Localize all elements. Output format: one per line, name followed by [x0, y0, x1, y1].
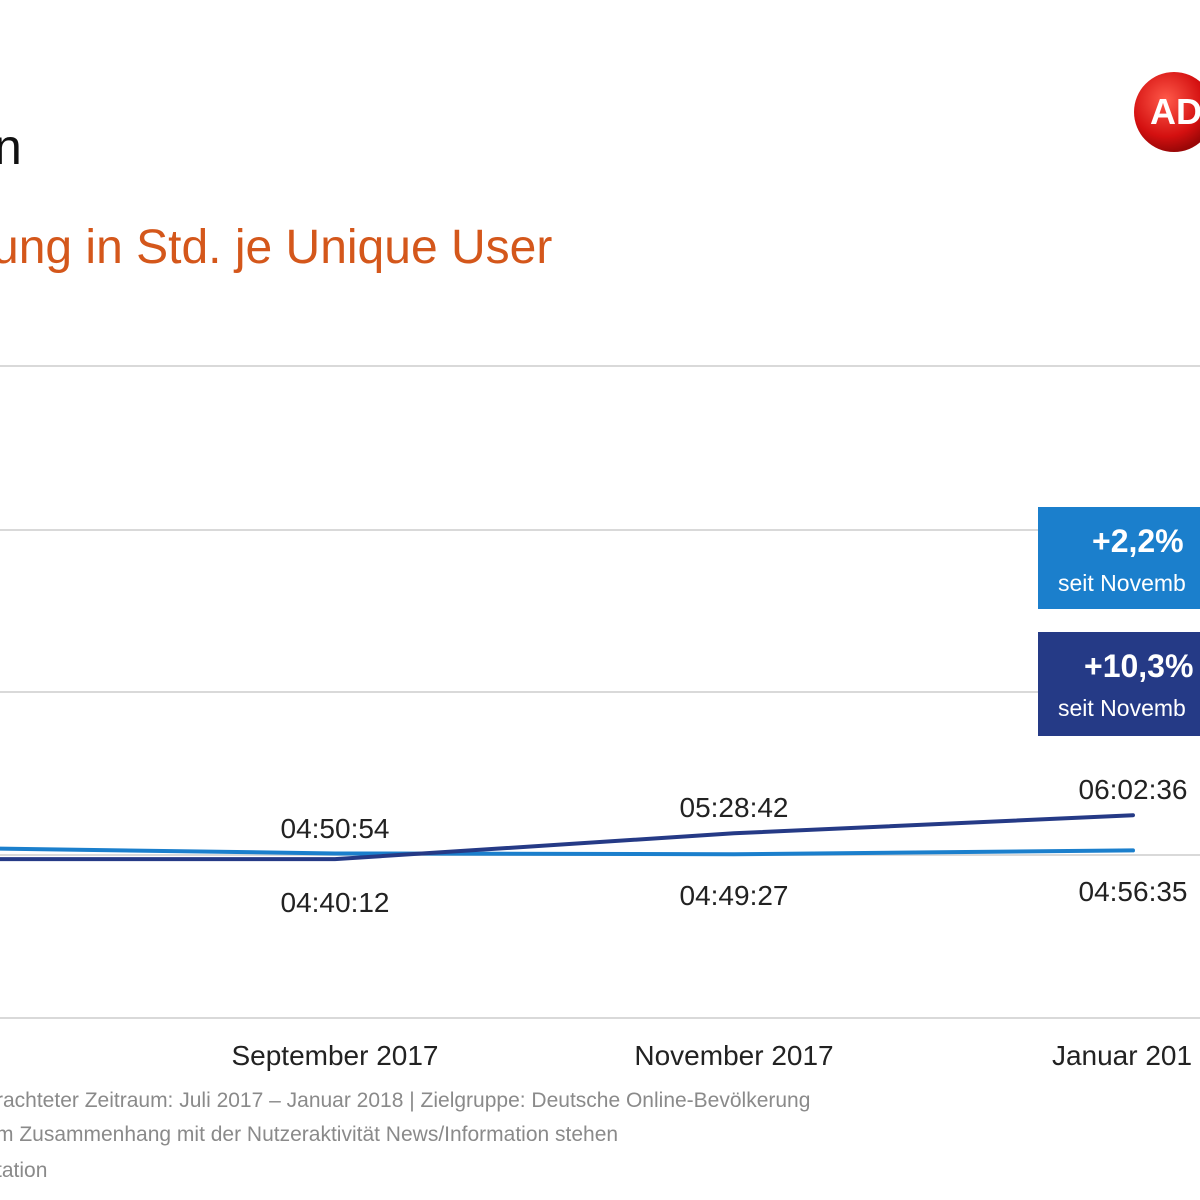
x-tick-label: November 2017	[634, 1040, 833, 1071]
data-label: 05:28:42	[680, 792, 789, 823]
svg-text:AD: AD	[1150, 91, 1200, 132]
grid-lines	[0, 365, 1200, 1019]
callout-dark-percent: +10,3%	[1084, 648, 1194, 684]
x-axis-tick-labels: September 2017 November 2017 Januar 201	[231, 1040, 1192, 1071]
series-line	[0, 813, 1135, 862]
value-labels: 04:50:54 04:49:27 04:56:35 04:40:12 05:28:42…	[281, 774, 1188, 918]
page-subtitle: ung in Std. je Unique User	[0, 221, 553, 274]
x-tick-label: September 2017	[231, 1040, 438, 1071]
footnote-3: tation	[0, 1159, 48, 1182]
page-title: n	[0, 119, 22, 175]
series-line	[0, 846, 1135, 857]
series-lines	[0, 813, 1135, 862]
data-label: 06:02:36	[1079, 774, 1188, 805]
data-label: 04:40:12	[281, 887, 390, 918]
brand-logo: AD	[1134, 72, 1200, 152]
footnote-2: m Zusammenhang mit der Nutzeraktivität N…	[0, 1123, 619, 1146]
callout-dark-series: +10,3% seit Novemb	[1038, 632, 1200, 736]
data-label: 04:56:35	[1079, 876, 1188, 907]
callout-dark-since: seit Novemb	[1058, 695, 1186, 721]
callout-light-percent: +2,2%	[1092, 523, 1184, 559]
data-label: 04:50:54	[281, 813, 390, 844]
callout-light-since: seit Novemb	[1058, 570, 1186, 596]
data-label: 04:49:27	[680, 880, 789, 911]
callout-light-series: +2,2% seit Novemb	[1038, 507, 1200, 609]
x-tick-label: Januar 201	[1052, 1040, 1192, 1071]
footnote-1: rachteter Zeitraum: Juli 2017 – Januar 2…	[0, 1089, 811, 1112]
